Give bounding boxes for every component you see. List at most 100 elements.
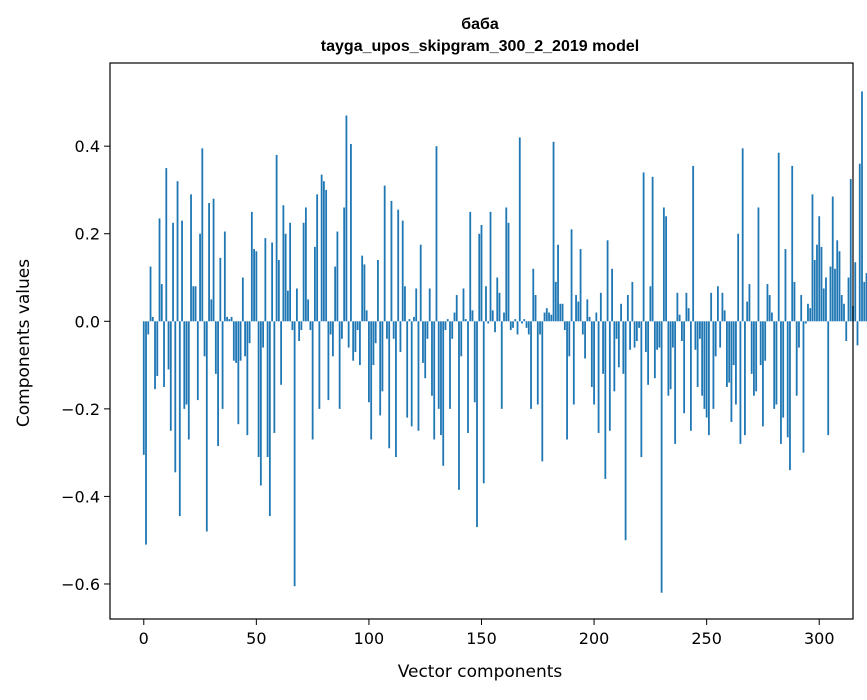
- bar-component-260: [728, 321, 731, 383]
- bar-component-20: [187, 321, 190, 440]
- bar-component-8: [160, 284, 163, 322]
- bar-component-111: [392, 321, 395, 339]
- bar-component-84: [332, 321, 334, 357]
- bar-component-179: [545, 308, 548, 322]
- bar-component-288: [791, 165, 794, 322]
- bar-component-89: [343, 207, 346, 322]
- bar-component-266: [741, 148, 744, 322]
- bar-component-25: [199, 233, 201, 322]
- bar-component-289: [793, 281, 796, 322]
- bar-component-269: [748, 284, 751, 322]
- x-tick-label: 50: [246, 629, 266, 648]
- bar-component-195: [581, 321, 584, 335]
- bar-component-189: [568, 321, 571, 357]
- bar-component-317: [856, 321, 859, 346]
- bar-component-153: [487, 321, 490, 324]
- bar-component-192: [575, 295, 577, 322]
- x-axis-label: Vector components: [398, 662, 563, 682]
- bar-component-17: [181, 220, 183, 322]
- bar-component-188: [566, 321, 568, 440]
- bar-component-307: [834, 268, 836, 322]
- y-tick-label: −0.2: [61, 400, 100, 419]
- bar-component-224: [647, 321, 650, 385]
- bar-component-85: [334, 266, 337, 322]
- plot-frame: [109, 62, 854, 620]
- bar-component-78: [318, 321, 321, 409]
- bar-component-162: [507, 222, 510, 322]
- x-axis-ticks: 0 50 100 150 200 250 300: [139, 619, 835, 648]
- bar-component-302: [822, 288, 825, 322]
- bar-component-39: [230, 316, 233, 322]
- bar-component-273: [757, 207, 760, 322]
- bar-component-167: [518, 137, 521, 322]
- bar-component-196: [584, 321, 586, 359]
- bar-component-190: [570, 229, 573, 322]
- bar-component-254: [714, 321, 717, 357]
- bar-component-248: [701, 321, 704, 396]
- bar-component-140: [458, 321, 460, 490]
- bar-component-55: [266, 321, 269, 458]
- bar-component-272: [755, 321, 758, 392]
- bars-group: [142, 91, 867, 593]
- bar-component-59: [275, 154, 278, 322]
- bar-component-50: [255, 251, 258, 322]
- bar-component-241: [685, 292, 688, 322]
- bar-component-143: [464, 319, 467, 322]
- bar-component-136: [449, 321, 451, 409]
- bar-component-104: [377, 260, 379, 322]
- bar-component-10: [165, 168, 168, 322]
- bar-component-102: [372, 321, 375, 366]
- bar-component-132: [440, 321, 442, 436]
- bar-component-147: [473, 321, 476, 403]
- bar-component-146: [471, 310, 474, 322]
- bar-component-83: [329, 321, 332, 335]
- bar-component-250: [705, 321, 708, 418]
- bar-component-15: [176, 181, 179, 322]
- bar-component-216: [629, 321, 631, 350]
- y-tick-label: 0.2: [75, 225, 100, 244]
- y-tick-label: −0.4: [61, 487, 100, 506]
- bar-component-295: [807, 303, 809, 322]
- bar-component-98: [363, 264, 366, 322]
- bar-component-181: [550, 314, 553, 322]
- bar-component-218: [633, 321, 636, 348]
- y-tick-label: −0.6: [61, 575, 100, 594]
- bar-component-72: [304, 207, 307, 322]
- bar-component-105: [379, 321, 382, 416]
- bar-component-77: [316, 194, 319, 322]
- bar-component-49: [253, 249, 255, 322]
- bar-component-240: [683, 321, 686, 414]
- bar-component-173: [532, 268, 535, 322]
- x-tick-label: 0: [139, 629, 149, 648]
- chart-title-line2: tayga_upos_skipgram_300_2_2019 model: [321, 38, 639, 55]
- bar-component-130: [435, 146, 438, 322]
- bar-component-156: [494, 321, 496, 333]
- bar-component-28: [205, 321, 208, 532]
- bar-component-203: [599, 292, 602, 322]
- x-tick-label: 150: [466, 629, 497, 648]
- bar-component-312: [845, 321, 848, 341]
- bar-component-184: [557, 244, 559, 322]
- bar-component-12: [169, 321, 172, 431]
- bar-component-145: [469, 211, 472, 322]
- bar-component-5: [154, 321, 156, 390]
- bar-component-210: [615, 321, 618, 339]
- bar-component-277: [766, 284, 769, 322]
- bar-component-245: [694, 321, 697, 350]
- bar-component-70: [300, 321, 303, 331]
- bar-component-123: [419, 244, 422, 322]
- bar-component-293: [802, 321, 805, 453]
- bar-component-79: [320, 174, 323, 322]
- bar-component-180: [548, 312, 550, 322]
- bar-component-150: [480, 224, 483, 322]
- bar-component-9: [163, 321, 165, 387]
- chart-title-line1: баба: [461, 16, 499, 33]
- bar-component-116: [404, 286, 406, 322]
- bar-component-106: [381, 321, 384, 392]
- bar-component-133: [442, 321, 445, 466]
- bar-component-109: [388, 321, 391, 449]
- bar-component-305: [829, 266, 832, 322]
- bar-component-209: [613, 321, 616, 392]
- bar-component-284: [782, 321, 785, 418]
